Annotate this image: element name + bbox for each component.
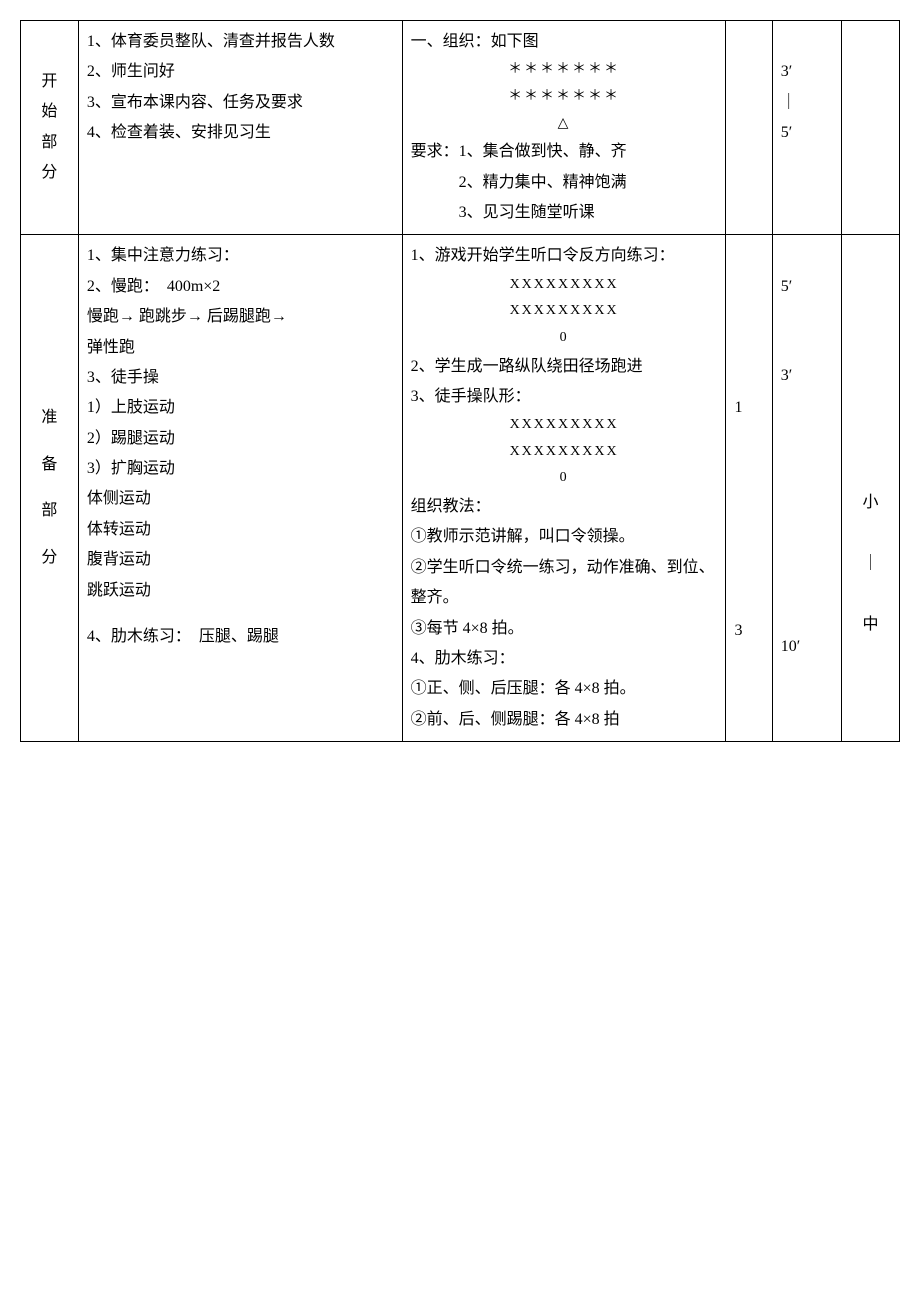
char: 部 xyxy=(29,128,70,158)
exercise-item: 3）扩胸运动 xyxy=(87,454,394,484)
list-item: 3、徒手操队形： xyxy=(411,382,718,412)
char: 分 xyxy=(29,158,70,188)
char: 始 xyxy=(29,97,70,127)
intensity-value: 中 xyxy=(850,610,891,640)
char: 部 xyxy=(29,496,70,526)
formation-row: XXXXXXXXX xyxy=(411,272,718,299)
req-title: 要求： xyxy=(411,143,459,160)
list-item: 4、肋木练习： xyxy=(411,644,718,674)
time-value: 3′ xyxy=(781,361,833,391)
char: 开 xyxy=(29,67,70,97)
list-item: 2、师生问好 xyxy=(87,57,394,87)
exercise-item: 体转运动 xyxy=(87,515,394,545)
teach-title: 组织教法： xyxy=(411,492,718,522)
prep-count: 1 3 xyxy=(726,235,772,742)
count-value: 3 xyxy=(734,616,763,646)
time-value: 3′ xyxy=(781,57,833,87)
req-item: 3、见习生随堂听课 xyxy=(411,198,718,228)
prep-content-right: 1、游戏开始学生听口令反方向练习： XXXXXXXXX XXXXXXXXX 0 … xyxy=(402,235,726,742)
char: 准 xyxy=(29,403,70,433)
char: 备 xyxy=(29,450,70,480)
formation-row: ＊＊＊＊＊＊＊ xyxy=(411,57,718,84)
intensity-value: 小 xyxy=(850,488,891,518)
list-item: 3、宣布本课内容、任务及要求 xyxy=(115,88,394,118)
lesson-plan-page: 开 始 部 分 1、体育委员整队、清查并报告人数 2、师生问好 3、宣布本课内容… xyxy=(20,20,900,742)
list-item: 1、游戏开始学生听口令反方向练习： xyxy=(411,241,718,271)
flow-line2: 弹性跑 xyxy=(87,333,394,363)
flow-line: 慢跑→ 跑跳步→ 后踢腿跑→ xyxy=(87,302,394,332)
list-item: 2、学生成一路纵队绕田径场跑进 xyxy=(411,352,718,382)
list-item: 1、集中注意力练习： xyxy=(87,241,394,271)
req-item: 1、集合做到快、静、齐 xyxy=(459,143,627,160)
prep-time: 5′ 3′ 10′ xyxy=(772,235,841,742)
teach-item: ③每节 4×8 拍。 xyxy=(411,614,718,644)
prep-content-left: 1、集中注意力练习： 2、慢跑： 400m×2 慢跑→ 跑跳步→ 后踢腿跑→ 弹… xyxy=(78,235,402,742)
org-title: 一、组织：如下图 xyxy=(411,27,718,57)
opening-time: 3′ ｜ 5′ xyxy=(772,21,841,235)
formation-row: XXXXXXXXX xyxy=(411,298,718,325)
opening-organization: 一、组织：如下图 ＊＊＊＊＊＊＊ ＊＊＊＊＊＊＊ △ 要求：1、集合做到快、静、… xyxy=(402,21,726,235)
time-value: 5′ xyxy=(781,272,833,302)
time-sep: ｜ xyxy=(781,88,833,118)
formation-row: 0 xyxy=(411,325,718,352)
formation-row: XXXXXXXXX xyxy=(411,412,718,439)
formation-row: ＊＊＊＊＊＊＊ xyxy=(411,84,718,111)
intensity-sep: ｜ xyxy=(850,549,891,579)
teach-item: ①教师示范讲解，叫口令领操。 xyxy=(411,522,718,552)
req-item: 2、精力集中、精神饱满 xyxy=(411,168,718,198)
list-item: 1、体育委员整队、清查并报告人数 xyxy=(115,27,394,57)
table-row: 准 备 部 分 1、集中注意力练习： 2、慢跑： 400m×2 慢跑→ 跑跳步→… xyxy=(21,235,900,742)
count-value: 1 xyxy=(734,393,763,423)
formation-row: △ xyxy=(411,111,718,138)
lesson-table: 开 始 部 分 1、体育委员整队、清查并报告人数 2、师生问好 3、宣布本课内容… xyxy=(20,20,900,742)
table-row: 开 始 部 分 1、体育委员整队、清查并报告人数 2、师生问好 3、宣布本课内容… xyxy=(21,21,900,235)
list-item: 3、徒手操 xyxy=(87,363,394,393)
char: 分 xyxy=(29,543,70,573)
exercise-item: 2）踢腿运动 xyxy=(87,424,394,454)
exercise-item: 1）上肢运动 xyxy=(87,393,394,423)
sub-item: ②前、后、侧踢腿：各 4×8 拍 xyxy=(411,705,718,735)
sub-item: ①正、侧、后压腿：各 4×8 拍。 xyxy=(411,674,718,704)
list-item: 4、肋木练习： 压腿、踢腿 xyxy=(87,622,394,652)
list-item: 2、慢跑： 400m×2 xyxy=(87,272,394,302)
opening-count xyxy=(726,21,772,235)
list-item: 4、检查着装、安排见习生 xyxy=(87,118,394,148)
time-value: 10′ xyxy=(781,632,833,662)
time-value: 5′ xyxy=(781,118,833,148)
section-label-opening: 开 始 部 分 xyxy=(21,21,79,235)
section-label-prep: 准 备 部 分 xyxy=(21,235,79,742)
exercise-item: 腹背运动 xyxy=(87,545,394,575)
formation-row: 0 xyxy=(411,465,718,492)
formation-row: XXXXXXXXX xyxy=(411,439,718,466)
teach-item: ②学生听口令统一练习，动作准确、到位、整齐。 xyxy=(411,553,718,614)
requirements: 要求：1、集合做到快、静、齐 xyxy=(411,137,718,167)
prep-intensity: 小 ｜ 中 xyxy=(842,235,900,742)
exercise-item: 跳跃运动 xyxy=(87,576,394,606)
opening-intensity xyxy=(842,21,900,235)
exercise-item: 体侧运动 xyxy=(87,484,394,514)
opening-content: 1、体育委员整队、清查并报告人数 2、师生问好 3、宣布本课内容、任务及要求 4… xyxy=(78,21,402,235)
